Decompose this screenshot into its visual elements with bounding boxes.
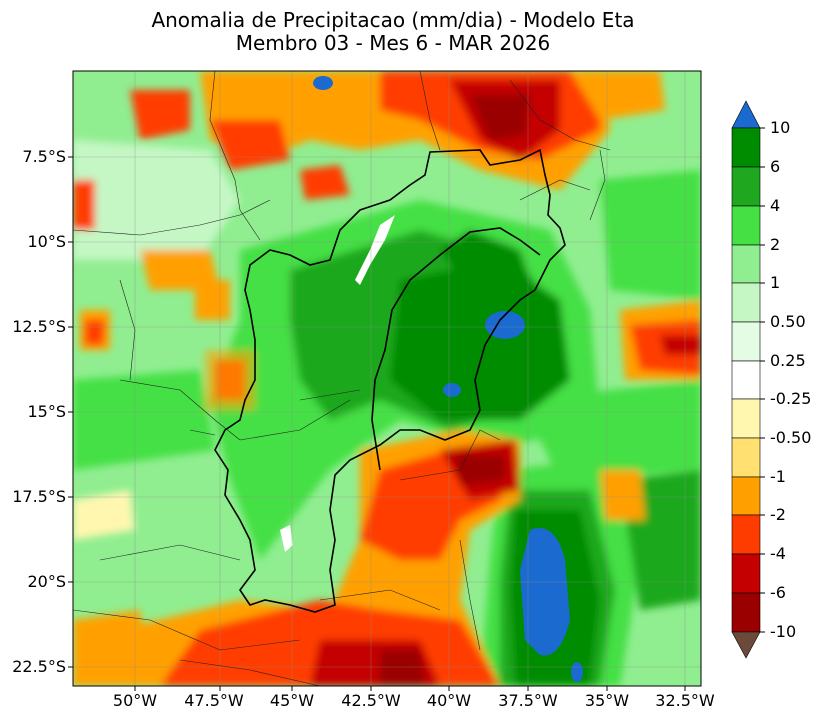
colorbar-min-arrow: [731, 631, 761, 659]
colorbar-label: -0.25: [770, 389, 812, 408]
colorbar-label: 1: [770, 273, 781, 292]
map-frame: [72, 70, 702, 687]
lat-label: 20°S: [27, 572, 66, 591]
colorbar-label: 4: [770, 196, 781, 215]
lat-label: 15°S: [27, 402, 66, 421]
lon-label: 50°W: [112, 691, 158, 710]
colorbar-label: -0.50: [770, 428, 812, 447]
lon-label: 47.5°W: [184, 691, 244, 710]
lat-label: 22.5°S: [12, 657, 66, 676]
colorbar-label: -1: [770, 467, 786, 486]
lon-label: 32.5°W: [655, 691, 715, 710]
lon-label: 45°W: [269, 691, 315, 710]
lon-label: 40°W: [426, 691, 472, 710]
axis-ticks: [68, 156, 686, 691]
colorbar-label: 2: [770, 235, 781, 254]
lon-label: 42.5°W: [341, 691, 401, 710]
colorbar-max-arrow: [731, 100, 761, 129]
basin-outline: [214, 148, 566, 613]
colorbar-label: -4: [770, 544, 786, 563]
state-borders: [73, 71, 611, 686]
colorbar-label: -2: [770, 505, 786, 524]
lat-label: 12.5°S: [12, 317, 66, 336]
colorbar-label: 6: [770, 157, 781, 176]
colorbar-label: -10: [770, 622, 797, 641]
colorbar-label: 0.50: [770, 312, 806, 331]
colorbar-label: -6: [770, 583, 786, 602]
lat-label: 17.5°S: [12, 487, 66, 506]
lat-label: 7.5°S: [22, 147, 66, 166]
lon-label: 35°W: [584, 691, 630, 710]
colorbar: [731, 100, 765, 659]
precipitation-anomaly-field: [73, 71, 701, 686]
colorbar-label: 10: [770, 118, 791, 137]
lon-label: 37.5°W: [498, 691, 558, 710]
colorbar-label: 0.25: [770, 351, 806, 370]
map-title-line-1: Anomalia de Precipitacao (mm/dia) - Mode…: [151, 8, 635, 32]
map-title-line-2: Membro 03 - Mes 6 - MAR 2026: [235, 31, 551, 55]
lat-label: 10°S: [27, 232, 66, 251]
